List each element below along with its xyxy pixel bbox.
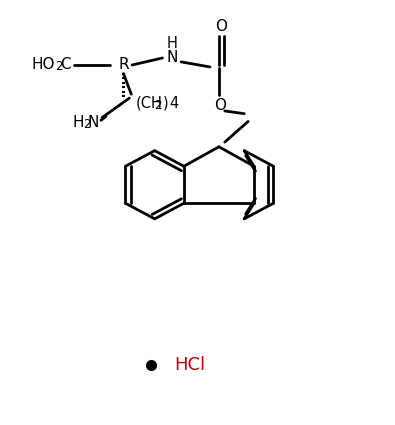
Text: N: N bbox=[87, 115, 99, 130]
Text: 4: 4 bbox=[169, 96, 179, 110]
Text: C: C bbox=[60, 57, 71, 73]
Text: H: H bbox=[73, 115, 85, 130]
Text: ): ) bbox=[162, 96, 168, 110]
Text: HO: HO bbox=[32, 57, 55, 73]
Text: 2: 2 bbox=[83, 118, 90, 131]
Text: 2: 2 bbox=[154, 99, 162, 112]
Text: (CH: (CH bbox=[136, 96, 163, 110]
Text: H: H bbox=[167, 36, 178, 51]
Text: HCl: HCl bbox=[174, 356, 205, 374]
Text: O: O bbox=[214, 98, 226, 113]
Text: N: N bbox=[167, 51, 178, 65]
Text: R: R bbox=[118, 57, 129, 73]
Text: 2: 2 bbox=[55, 60, 63, 74]
Text: O: O bbox=[215, 19, 227, 34]
